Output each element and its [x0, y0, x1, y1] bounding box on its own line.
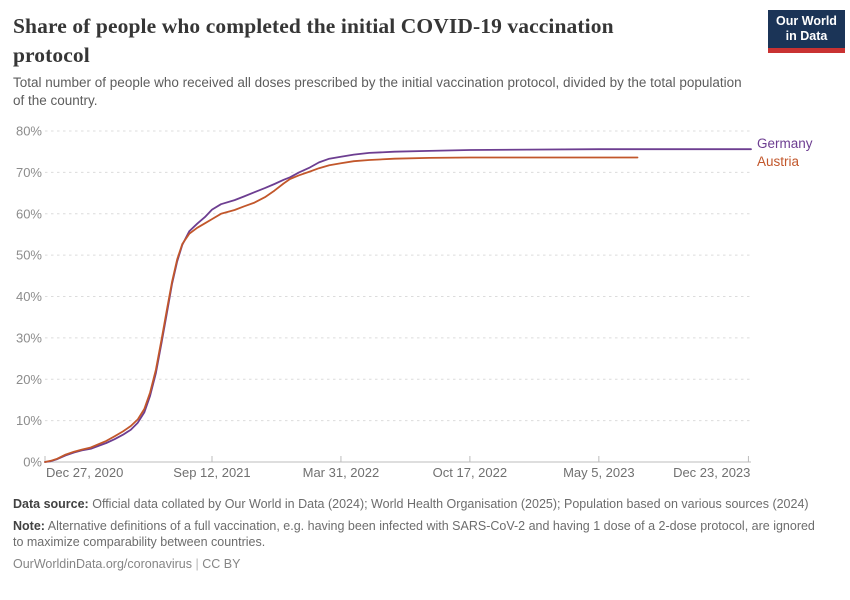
logo-text-line1: Our World	[776, 14, 837, 28]
note-line: Note: Alternative definitions of a full …	[13, 518, 817, 550]
series-line-austria[interactable]	[44, 156, 639, 463]
x-tick-label: May 5, 2023	[563, 465, 635, 480]
chart-footer: Data source: Official data collated by O…	[13, 496, 817, 578]
y-tick-label: 60%	[16, 206, 42, 221]
x-tick-label: Dec 23, 2023	[673, 465, 750, 480]
page-title: Share of people who completed the initia…	[13, 12, 713, 70]
footer-link[interactable]: OurWorldinData.org/coronavirus	[13, 557, 193, 571]
chart-subtitle-line1: Total number of people who received all …	[13, 75, 742, 90]
attribution-line: OurWorldinData.org/coronavirus | CC BY	[13, 556, 817, 572]
y-tick-label: 30%	[16, 330, 42, 345]
y-tick-label: 70%	[16, 165, 42, 180]
data-source-label: Data source:	[13, 497, 89, 511]
y-tick-label: 50%	[16, 248, 42, 263]
legend-label-germany[interactable]: Germany	[757, 136, 813, 151]
y-tick-label: 80%	[16, 124, 42, 139]
footer-license: CC BY	[202, 557, 241, 571]
legend-label-austria[interactable]: Austria	[757, 154, 800, 169]
owid-logo: Our World in Data	[768, 10, 845, 53]
x-tick-label: Dec 27, 2020	[46, 465, 123, 480]
series-line-germany[interactable]	[44, 148, 752, 463]
y-tick-label: 10%	[16, 413, 42, 428]
chart-subtitle: Total number of people who received all …	[13, 74, 742, 110]
x-tick-label: Mar 31, 2022	[303, 465, 380, 480]
x-tick-label: Sep 12, 2021	[173, 465, 250, 480]
note-label: Note:	[13, 519, 45, 533]
footer-separator: |	[195, 557, 199, 571]
logo-text-line2: in Data	[785, 29, 828, 43]
y-tick-label: 20%	[16, 372, 42, 387]
x-tick-label: Oct 17, 2022	[433, 465, 507, 480]
note-text: Alternative definitions of a full vaccin…	[13, 519, 815, 549]
page-title-line1: Share of people who completed the initia…	[13, 14, 614, 38]
chart-subtitle-line2: of the country.	[13, 93, 98, 108]
y-tick-label: 0%	[23, 455, 42, 470]
page-title-line2: protocol	[13, 43, 90, 67]
data-source-text: Official data collated by Our World in D…	[92, 497, 809, 511]
y-tick-label: 40%	[16, 289, 42, 304]
data-source-line: Data source: Official data collated by O…	[13, 496, 817, 512]
